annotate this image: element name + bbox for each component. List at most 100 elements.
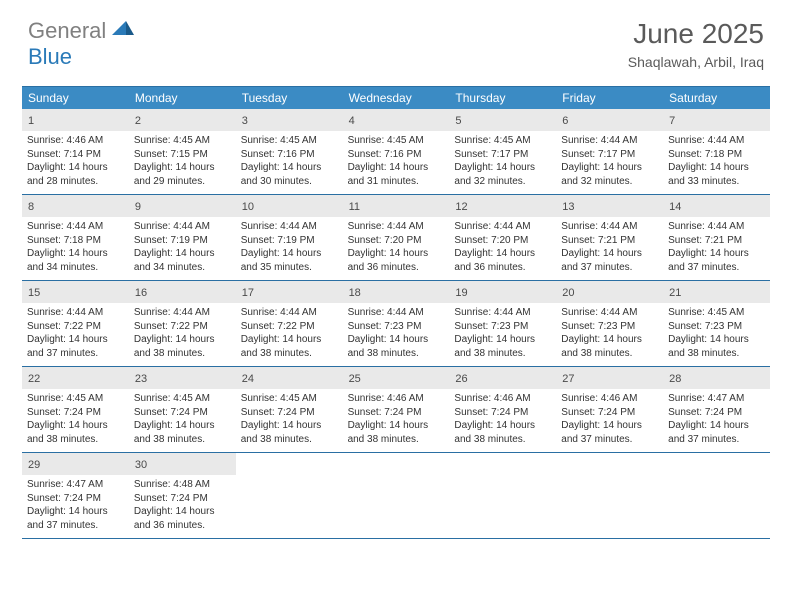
page-subtitle: Shaqlawah, Arbil, Iraq [628,54,764,70]
day-details: Sunrise: 4:44 AMSunset: 7:23 PMDaylight:… [454,306,551,360]
day-number: 29 [28,459,40,471]
day-cell [663,453,770,538]
title-block: June 2025 Shaqlawah, Arbil, Iraq [628,18,764,70]
day-number: 13 [562,201,574,213]
day-number-row: 26 [449,367,556,389]
day-number-row: 12 [449,195,556,217]
day-details: Sunrise: 4:44 AMSunset: 7:18 PMDaylight:… [27,220,124,274]
day-details: Sunrise: 4:45 AMSunset: 7:16 PMDaylight:… [241,134,338,188]
day-cell: 16Sunrise: 4:44 AMSunset: 7:22 PMDayligh… [129,281,236,366]
day-number: 15 [28,287,40,299]
day-number-row: 20 [556,281,663,303]
day-number: 12 [455,201,467,213]
day-number-row: 28 [663,367,770,389]
day-cell: 3 Sunrise: 4:45 AMSunset: 7:16 PMDaylight… [236,109,343,194]
day-number: 17 [242,287,254,299]
day-number: 19 [455,287,467,299]
day-details: Sunrise: 4:46 AMSunset: 7:24 PMDaylight:… [454,392,551,446]
day-cell: 14 Sunrise: 4:44 AMSunset: 7:21 PMDayligh… [663,195,770,280]
day-details: Sunrise: 4:44 AMSunset: 7:17 PMDaylight:… [561,134,658,188]
week-row: 15 Sunrise: 4:44 AMSunset: 7:22 PMDayligh… [22,281,770,367]
day-details: Sunrise: 4:44 AMSunset: 7:18 PMDaylight:… [668,134,765,188]
day-cell: 19 Sunrise: 4:44 AMSunset: 7:23 PMDayligh… [449,281,556,366]
day-cell: 8 Sunrise: 4:44 AMSunset: 7:18 PMDaylight… [22,195,129,280]
day-number-row: 7 [663,109,770,131]
day-details: Sunrise: 4:45 AMSunset: 7:17 PMDaylight:… [454,134,551,188]
weekday-header: Wednesday [343,87,450,109]
page-title: June 2025 [628,18,764,50]
day-number: 2 [135,115,141,127]
day-number-row: 19 [449,281,556,303]
day-cell: 2Sunrise: 4:45 AMSunset: 7:15 PMDaylight… [129,109,236,194]
day-details: Sunrise: 4:44 AMSunset: 7:19 PMDaylight:… [241,220,338,274]
logo-mark-icon [112,21,134,42]
day-cell: 20 Sunrise: 4:44 AMSunset: 7:23 PMDayligh… [556,281,663,366]
day-number: 14 [669,201,681,213]
weekday-header: Saturday [663,87,770,109]
day-cell: 9Sunrise: 4:44 AMSunset: 7:19 PMDaylight… [129,195,236,280]
day-number-row: 22 [22,367,129,389]
day-cell: 22Sunrise: 4:45 AMSunset: 7:24 PMDayligh… [22,367,129,452]
day-cell: 23Sunrise: 4:45 AMSunset: 7:24 PMDayligh… [129,367,236,452]
day-cell: 27 Sunrise: 4:46 AMSunset: 7:24 PMDayligh… [556,367,663,452]
weekday-header: Tuesday [236,87,343,109]
day-number-row: 1 [22,109,129,131]
day-cell: 30 Sunrise: 4:48 AMSunset: 7:24 PMDayligh… [129,453,236,538]
logo-text-blue: Blue [28,44,72,69]
day-number: 25 [349,373,361,385]
day-cell [556,453,663,538]
day-number-row: 15 [22,281,129,303]
day-number-row: 4 [343,109,450,131]
day-details: Sunrise: 4:44 AMSunset: 7:21 PMDaylight:… [561,220,658,274]
logo: General [28,18,138,44]
week-row: 8 Sunrise: 4:44 AMSunset: 7:18 PMDaylight… [22,195,770,281]
day-details: Sunrise: 4:44 AMSunset: 7:22 PMDaylight:… [241,306,338,360]
day-details: Sunrise: 4:47 AMSunset: 7:24 PMDaylight:… [27,478,124,532]
day-cell: 7 Sunrise: 4:44 AMSunset: 7:18 PMDaylight… [663,109,770,194]
day-number-row: 10 [236,195,343,217]
day-cell: 26 Sunrise: 4:46 AMSunset: 7:24 PMDayligh… [449,367,556,452]
day-cell: 24Sunrise: 4:45 AMSunset: 7:24 PMDayligh… [236,367,343,452]
day-number-row: 3 [236,109,343,131]
page-header: General June 2025 Shaqlawah, Arbil, Iraq [0,0,792,78]
calendar: Sunday Monday Tuesday Wednesday Thursday… [22,86,770,539]
day-number: 11 [349,201,360,213]
day-number: 22 [28,373,40,385]
day-number: 8 [28,201,34,213]
day-details: Sunrise: 4:45 AMSunset: 7:24 PMDaylight:… [134,392,231,446]
day-number-row: 5 [449,109,556,131]
day-details: Sunrise: 4:48 AMSunset: 7:24 PMDaylight:… [134,478,231,532]
day-number: 30 [135,459,147,471]
day-number-row: 30 [129,453,236,475]
day-number-row: 21 [663,281,770,303]
day-number-row: 14 [663,195,770,217]
day-number-row: 13 [556,195,663,217]
day-number-row: 9 [129,195,236,217]
day-details: Sunrise: 4:44 AMSunset: 7:21 PMDaylight:… [668,220,765,274]
day-details: Sunrise: 4:47 AMSunset: 7:24 PMDaylight:… [668,392,765,446]
day-number-row: 24 [236,367,343,389]
day-details: Sunrise: 4:44 AMSunset: 7:20 PMDaylight:… [454,220,551,274]
day-number: 24 [242,373,254,385]
day-number: 10 [242,201,254,213]
weeks-container: 1 Sunrise: 4:46 AMSunset: 7:14 PMDaylight… [22,109,770,539]
day-number-row: 8 [22,195,129,217]
weekday-header-row: Sunday Monday Tuesday Wednesday Thursday… [22,87,770,109]
day-number: 21 [669,287,681,299]
weekday-header: Sunday [22,87,129,109]
day-number: 1 [28,115,34,127]
day-number: 18 [349,287,361,299]
day-number-row: 25 [343,367,450,389]
day-number: 16 [135,287,147,299]
day-number: 27 [562,373,574,385]
day-details: Sunrise: 4:45 AMSunset: 7:16 PMDaylight:… [348,134,445,188]
day-details: Sunrise: 4:46 AMSunset: 7:14 PMDaylight:… [27,134,124,188]
day-cell: 4 Sunrise: 4:45 AMSunset: 7:16 PMDaylight… [343,109,450,194]
day-details: Sunrise: 4:44 AMSunset: 7:23 PMDaylight:… [561,306,658,360]
day-number: 3 [242,115,248,127]
day-number: 26 [455,373,467,385]
day-number-row: 6 [556,109,663,131]
day-details: Sunrise: 4:46 AMSunset: 7:24 PMDaylight:… [561,392,658,446]
logo-text-gray: General [28,18,106,44]
week-row: 1 Sunrise: 4:46 AMSunset: 7:14 PMDaylight… [22,109,770,195]
